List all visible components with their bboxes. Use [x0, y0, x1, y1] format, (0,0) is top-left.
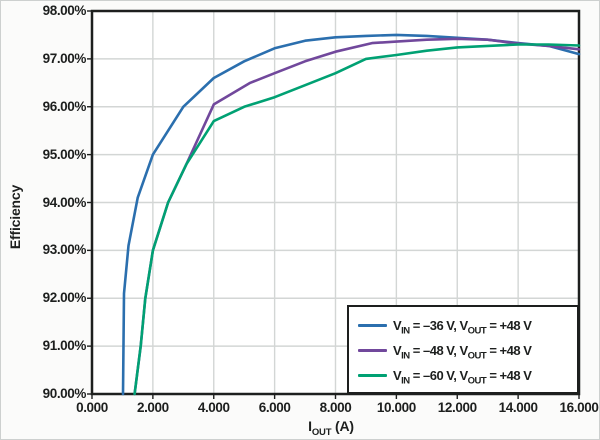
legend-in-subscript: IN [401, 350, 410, 362]
x-tick-label: 10.000 [376, 400, 416, 415]
plot-border [90, 9, 581, 396]
x-axis-title-symbol: I [308, 418, 312, 434]
legend-in-subscript: IN [401, 325, 410, 337]
legend-item-label: VIN = –36 V, VOUT = +48 V [393, 318, 532, 336]
y-tick-label: 94.00% [42, 194, 87, 210]
legend-item-vin-48: VIN = –48 V, VOUT = +48 V [358, 339, 571, 362]
x-tick-label: 0.000 [76, 400, 108, 415]
x-axis-title-unit: (A) [331, 418, 354, 434]
legend-out-subscript: OUT [467, 375, 487, 387]
y-axis-title: Efficiency [7, 184, 23, 250]
legend-line-swatch-purple [358, 349, 387, 352]
y-tick-label: 90.00% [42, 386, 87, 401]
legend-line-swatch-blue [358, 324, 387, 327]
series-line-2 [133, 43, 581, 396]
legend-item-vin-60: VIN = –60 V, VOUT = +48 V [358, 364, 571, 387]
legend-vout-value: = +48 V [486, 318, 532, 333]
x-tick-label: 16.000 [559, 400, 599, 415]
legend-item-label: VIN = –60 V, VOUT = +48 V [393, 368, 532, 386]
y-tick-label: 98.00% [42, 3, 87, 18]
legend-v-symbol: V [459, 343, 469, 358]
legend-vin-value: = –36 V, [409, 318, 460, 333]
legend-v-symbol: V [393, 343, 402, 358]
y-tick-label: 92.00% [42, 290, 87, 306]
legend-out-subscript: OUT [467, 325, 487, 337]
legend-out-subscript: OUT [467, 350, 487, 362]
legend: VIN = –36 V, VOUT = +48 V VIN = –48 V, V… [347, 305, 579, 394]
legend-line-swatch-green [358, 374, 387, 377]
x-axis-title: IOUT (A) [241, 418, 421, 437]
y-tick-label: 96.00% [42, 98, 87, 114]
y-tick-label: 95.00% [42, 146, 87, 162]
x-tick-label: 14.000 [498, 400, 538, 415]
x-tick-label: 4.000 [197, 400, 230, 415]
legend-v-symbol: V [459, 368, 469, 383]
legend-vin-value: = –48 V, [409, 343, 460, 358]
x-tick-label: 12.000 [437, 400, 477, 415]
legend-v-symbol: V [393, 318, 402, 333]
y-tick-label: 93.00% [42, 242, 87, 258]
y-tick-label: 97.00% [42, 50, 87, 66]
x-tick-label: 6.000 [258, 400, 291, 415]
y-tick-label: 91.00% [42, 338, 87, 354]
x-tick-label: 2.000 [136, 400, 169, 415]
x-axis-title-subscript: OUT [311, 426, 332, 438]
legend-v-symbol: V [459, 318, 469, 333]
legend-vout-value: = +48 V [486, 343, 532, 358]
legend-vout-value: = +48 V [486, 368, 532, 383]
legend-item-vin-36: VIN = –36 V, VOUT = +48 V [358, 314, 571, 337]
legend-vin-value: = –60 V, [409, 368, 460, 383]
legend-item-label: VIN = –48 V, VOUT = +48 V [393, 343, 532, 361]
legend-v-symbol: V [393, 368, 402, 383]
legend-in-subscript: IN [401, 375, 410, 387]
x-tick-label: 8.000 [319, 400, 352, 415]
